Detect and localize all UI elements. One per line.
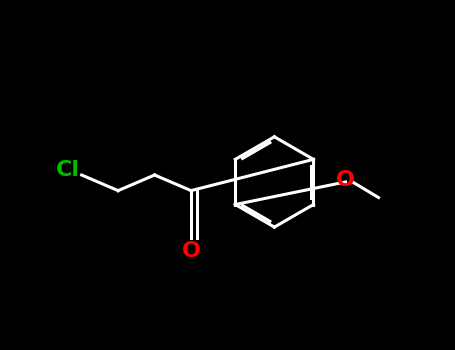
- Text: O: O: [336, 170, 355, 190]
- Text: O: O: [182, 241, 201, 261]
- Text: Cl: Cl: [56, 160, 80, 180]
